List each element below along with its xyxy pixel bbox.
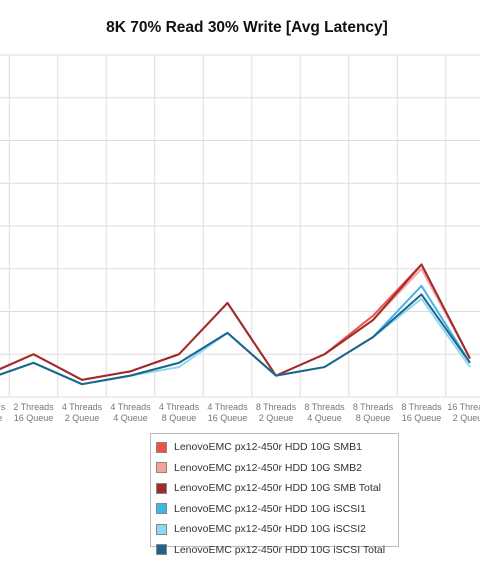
x-tick-label: 4 Threads 4 Queue (110, 402, 151, 423)
legend-label: LenovoEMC px12-450r HDD 10G SMB Total (174, 482, 381, 495)
series-lines (0, 263, 471, 386)
series-line-2 (0, 263, 471, 381)
legend-item: LenovoEMC px12-450r HDD 10G SMB2 (156, 458, 398, 479)
legend-item: LenovoEMC px12-450r HDD 10G iSCSI1 (156, 499, 398, 520)
x-tick-label: 8 Threads 4 Queue (304, 402, 345, 423)
x-tick-label: 8 Threads 16 Queue (401, 402, 442, 423)
x-tick-label: 4 Threads 16 Queue (207, 402, 248, 423)
legend-label: LenovoEMC px12-450r HDD 10G iSCSI Total (174, 543, 386, 556)
legend-item: LenovoEMC px12-450r HDD 10G iSCSI Total (156, 540, 398, 561)
legend-swatch (156, 544, 167, 556)
x-tick-label: 2 Threads 16 Queue (13, 402, 54, 423)
chart-title: 8K 70% Read 30% Write [Avg Latency] (106, 19, 388, 36)
legend-item: LenovoEMC px12-450r HDD 10G SMB1 (156, 437, 398, 458)
x-tick-label: 8 Threads 8 Queue (353, 402, 394, 423)
legend-label: LenovoEMC px12-450r HDD 10G iSCSI2 (174, 523, 367, 536)
series-line-5 (0, 293, 471, 386)
legend-swatch (156, 503, 167, 515)
legend-item: LenovoEMC px12-450r HDD 10G SMB Total (156, 478, 398, 499)
legend: LenovoEMC px12-450r HDD 10G SMB1 LenovoEM… (150, 433, 399, 556)
legend-item: LenovoEMC px12-450r HDD 10G iSCSI2 (156, 519, 398, 540)
series-line-0 (0, 263, 471, 381)
legend-swatch (156, 462, 167, 474)
legend-label: LenovoEMC px12-450r HDD 10G SMB2 (174, 461, 362, 474)
legend-swatch (156, 441, 167, 453)
x-tick-label: 4 Threads 2 Queue (62, 402, 103, 423)
series-line-3 (0, 284, 471, 386)
legend-label: LenovoEMC px12-450r HDD 10G iSCSI1 (174, 502, 367, 515)
legend-swatch (156, 482, 167, 494)
x-tick-label: 4 Threads 8 Queue (159, 402, 200, 423)
series-line-1 (0, 267, 471, 381)
grid-lines (0, 54, 480, 398)
x-tick-label: 8 Threads 2 Queue (256, 402, 297, 423)
legend-label: LenovoEMC px12-450r HDD 10G SMB1 (174, 441, 362, 454)
legend-swatch (156, 523, 167, 535)
